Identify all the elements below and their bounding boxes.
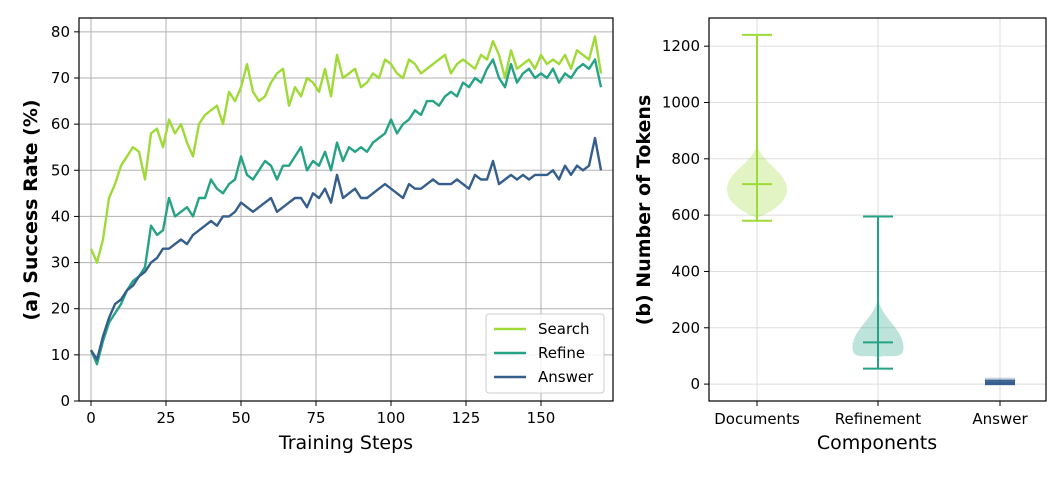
legend-box bbox=[485, 313, 605, 394]
y-axis-label-a: (a) Success Rate (%) bbox=[20, 99, 42, 320]
x-tick-label: 0 bbox=[86, 409, 96, 427]
y-axis-label-b: (b) Number of Tokens bbox=[633, 95, 655, 326]
axis-ticks-a: 0 25 50 75 100 125 150 0 10 20 30 40 50 60 70 80 bbox=[51, 23, 555, 427]
x-tick-label: 25 bbox=[156, 409, 175, 427]
grid-a bbox=[79, 18, 613, 402]
y-tick-label: 60 bbox=[51, 115, 70, 133]
legend-label-refine: Refine bbox=[538, 344, 585, 362]
x-tick-label: 75 bbox=[306, 409, 325, 427]
y-tick-label: 200 bbox=[671, 319, 700, 337]
line-search bbox=[89, 35, 603, 264]
x-axis-label-b: Components bbox=[817, 432, 937, 454]
x-axis-label-a: Training Steps bbox=[278, 432, 413, 454]
axis-ticks-b: Documents Refinement Answer 0 200 400 600 800 10… bbox=[662, 37, 1029, 428]
y-tick-label: 80 bbox=[51, 23, 70, 41]
y-tick-label: 600 bbox=[671, 206, 700, 224]
x-tick-label: 100 bbox=[377, 409, 406, 427]
series-lines-a bbox=[89, 35, 603, 366]
y-tick-label: 400 bbox=[671, 262, 700, 280]
y-tick-label: 50 bbox=[51, 161, 70, 179]
legend-label-search: Search bbox=[538, 320, 590, 338]
y-tick-label: 30 bbox=[51, 254, 70, 272]
x-tick-label: 50 bbox=[231, 409, 250, 427]
token-count-panel: Documents Refinement Answer 0 200 400 600 800 10… bbox=[633, 17, 1047, 454]
y-tick-label: 70 bbox=[51, 69, 70, 87]
y-tick-label: 1200 bbox=[662, 37, 700, 55]
violins bbox=[727, 33, 1015, 386]
y-tick-label: 0 bbox=[690, 375, 700, 393]
x-tick-label: Refinement bbox=[835, 410, 922, 428]
y-tick-label: 800 bbox=[671, 150, 700, 168]
x-tick-label: Documents bbox=[714, 410, 800, 428]
y-tick-label: 1000 bbox=[662, 93, 700, 111]
x-tick-label: 125 bbox=[452, 409, 481, 427]
legend: Search Refine Answer bbox=[485, 313, 605, 394]
success-rate-panel: 0 25 50 75 100 125 150 0 10 20 30 40 50 60 70 80 Traini… bbox=[20, 17, 614, 454]
line-answer bbox=[89, 136, 603, 361]
legend-label-answer: Answer bbox=[538, 368, 594, 386]
x-tick-label: 150 bbox=[527, 409, 556, 427]
y-tick-label: 10 bbox=[51, 346, 70, 364]
y-tick-label: 0 bbox=[60, 392, 70, 410]
y-tick-label: 40 bbox=[51, 207, 70, 225]
y-tick-label: 20 bbox=[51, 300, 70, 318]
line-refine bbox=[89, 58, 603, 366]
x-tick-label: Answer bbox=[972, 410, 1028, 428]
plot-frame-a bbox=[78, 17, 614, 402]
